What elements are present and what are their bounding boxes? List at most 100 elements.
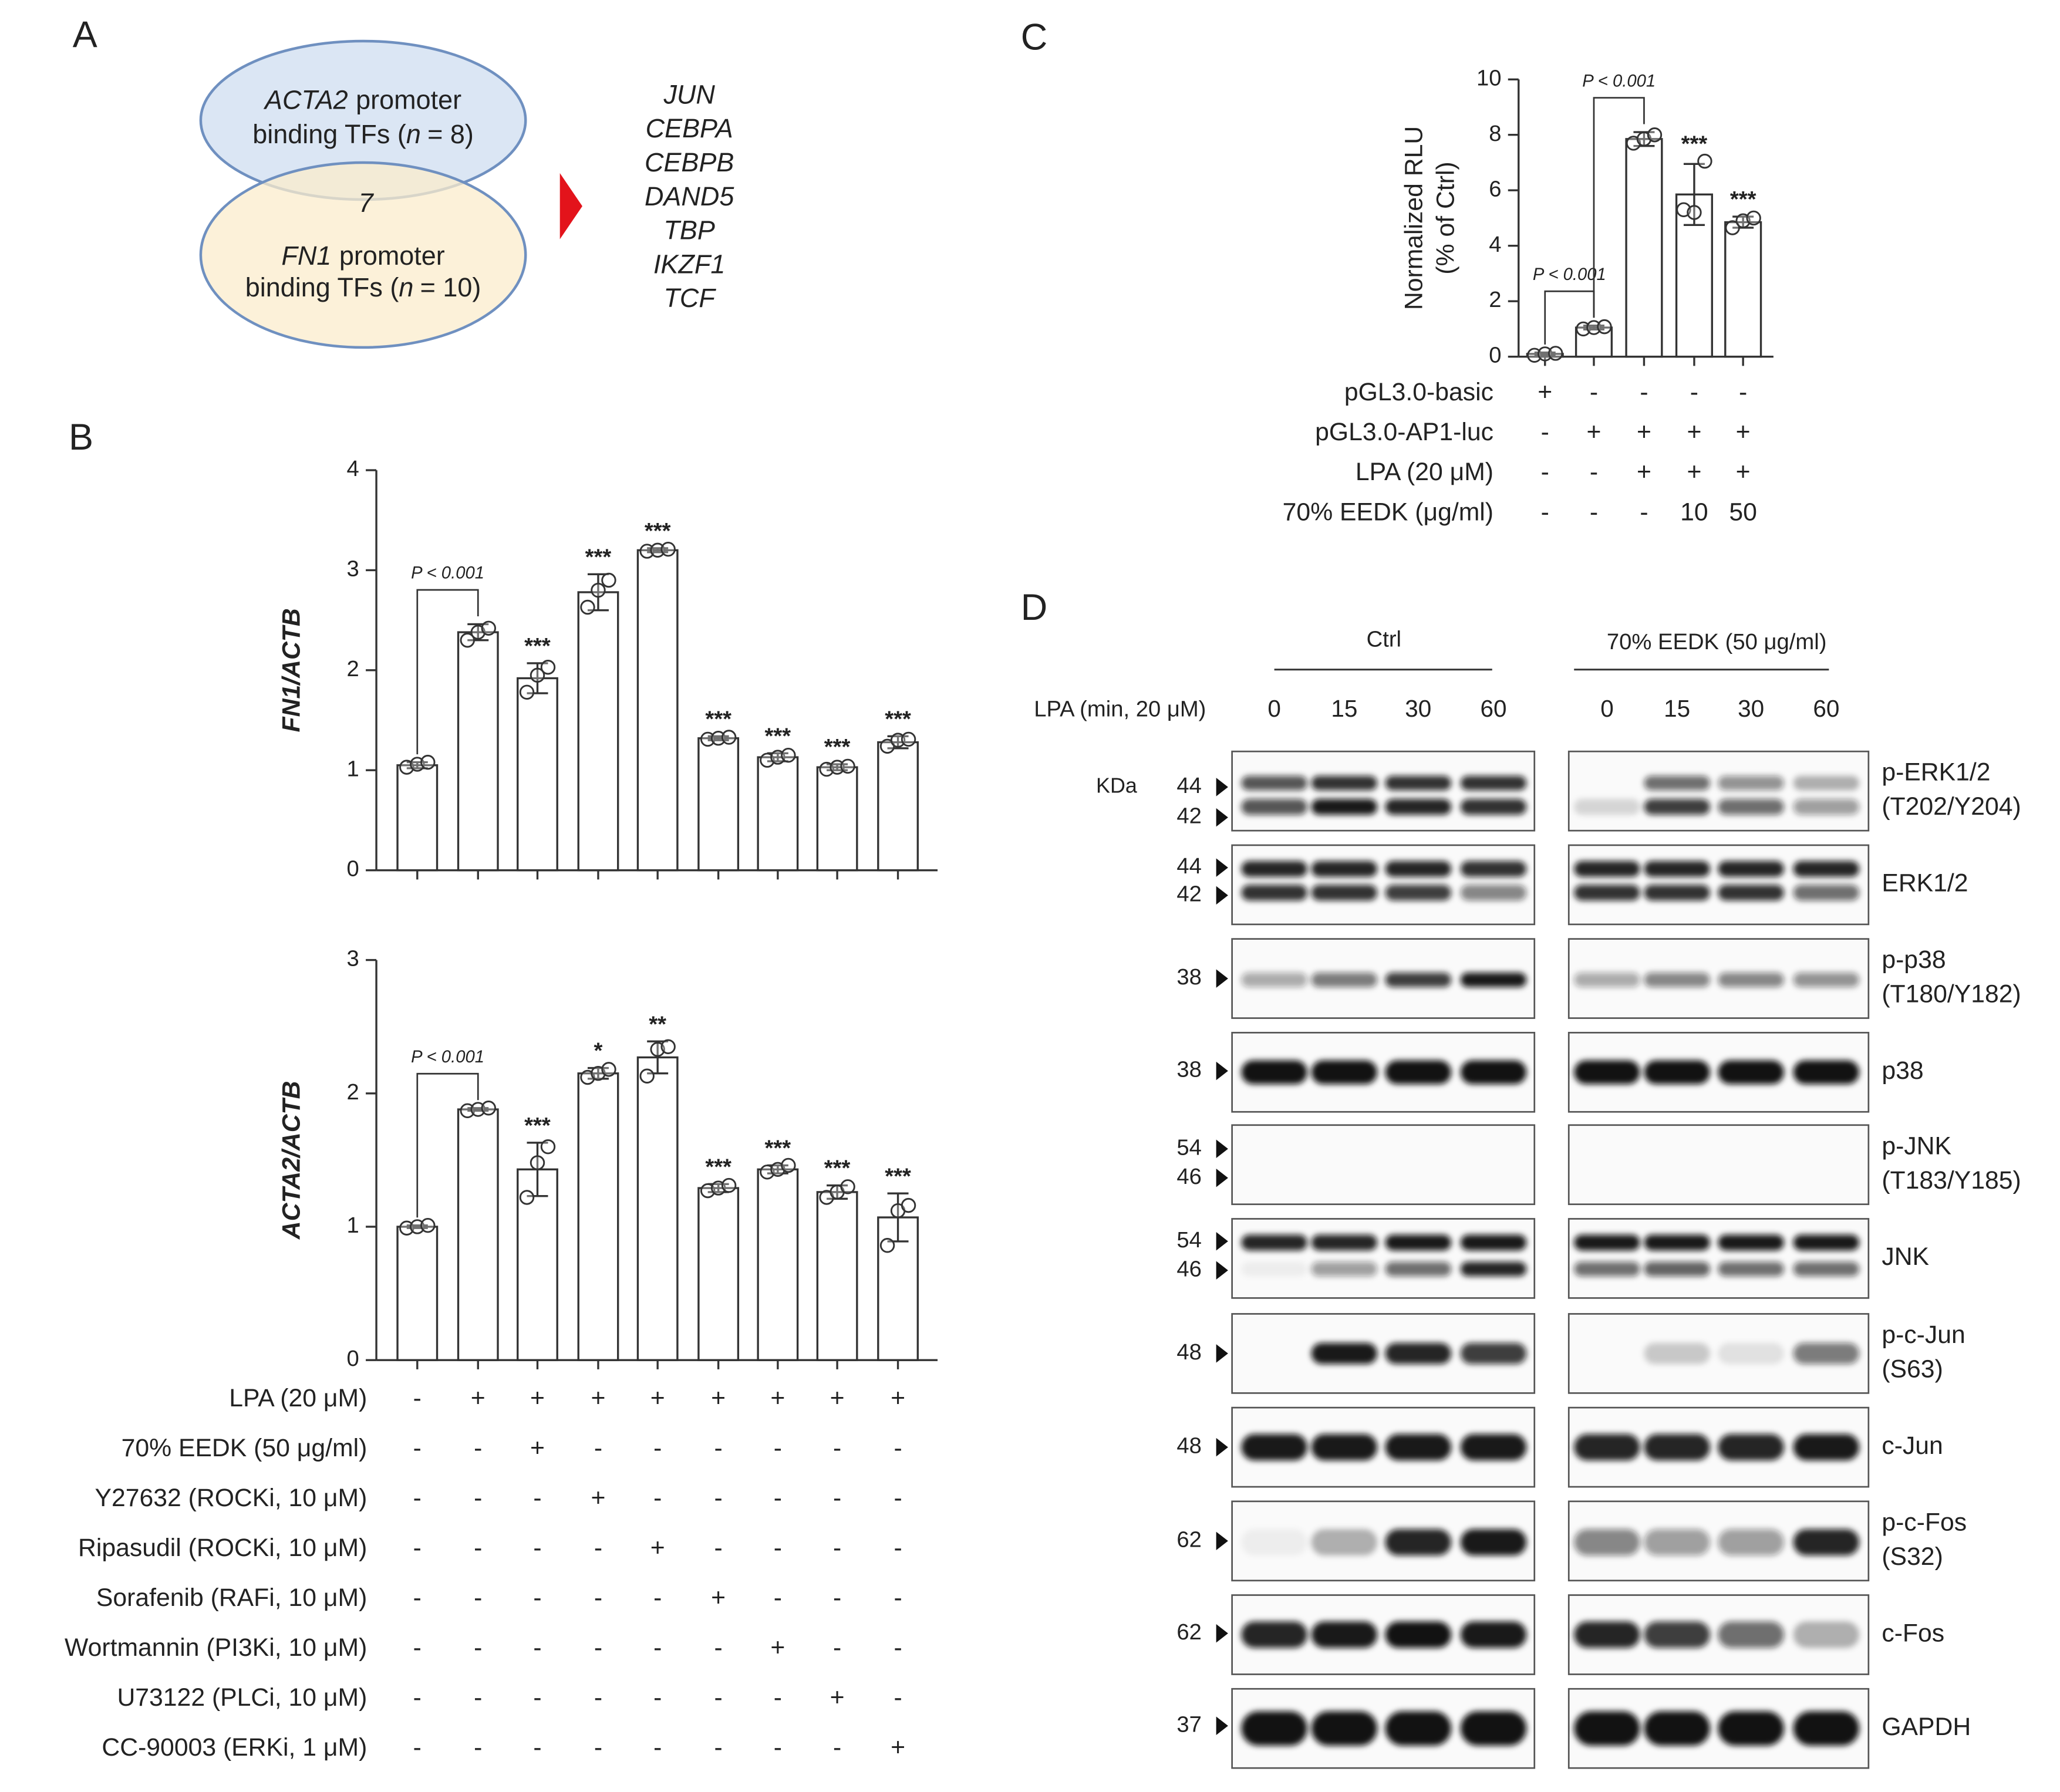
marker-arrow — [1216, 1344, 1228, 1363]
kda-marker: 44 — [1176, 773, 1202, 798]
treatment-sign: - — [714, 1484, 723, 1512]
blot-band — [1718, 1261, 1784, 1277]
treatment-sign: - — [833, 1434, 841, 1462]
treatment-sign: 10 — [1680, 498, 1708, 526]
y-axis-label: ACTA2/ACTB — [278, 1081, 306, 1240]
blot-band — [1385, 775, 1452, 791]
y-tick-label: 1 — [347, 1213, 359, 1238]
blot-band — [1460, 860, 1527, 877]
data-point — [420, 1217, 436, 1233]
protein-label: (S32) — [1882, 1543, 1943, 1571]
bar — [1625, 138, 1663, 358]
gene-name: DAND5 — [645, 181, 734, 211]
blot-band — [1574, 1261, 1640, 1277]
data-point — [460, 633, 475, 648]
blot-band — [1241, 1234, 1307, 1251]
data-point — [460, 1103, 475, 1119]
treatment-sign: - — [894, 1584, 902, 1612]
treatment-sign: - — [533, 1534, 541, 1562]
kda-marker: 42 — [1176, 804, 1202, 829]
blot-band — [1793, 860, 1860, 877]
y-tick-label: 3 — [347, 946, 359, 971]
data-point — [1687, 205, 1702, 220]
blot-band — [1460, 1711, 1527, 1746]
treatment-sign: - — [474, 1534, 482, 1562]
treatment-sign: + — [1538, 378, 1552, 406]
gene-name: CEBPA — [646, 113, 733, 143]
blot-band — [1311, 1234, 1378, 1251]
treatment-sign: + — [1736, 458, 1751, 486]
treatment-sign: + — [770, 1634, 785, 1662]
kda-marker: 54 — [1176, 1227, 1202, 1253]
treatment-sign: - — [774, 1683, 782, 1712]
treatment-sign: - — [413, 1484, 422, 1512]
bar — [457, 631, 499, 872]
treatment-label: U73122 (PLCi, 10 μM) — [117, 1683, 367, 1712]
blot-band — [1644, 1711, 1710, 1746]
time-point: 15 — [1331, 695, 1357, 722]
blot-band — [1718, 775, 1784, 791]
arrow — [559, 173, 582, 239]
error-bar — [707, 1183, 729, 1193]
blot-band — [1793, 1060, 1860, 1085]
venn-set-label: FN1 promoter — [281, 241, 444, 271]
treatment-sign: - — [833, 1733, 841, 1761]
protein-label: c-Fos — [1882, 1619, 1944, 1647]
blot-band — [1574, 1621, 1640, 1648]
blot-band — [1793, 1261, 1860, 1277]
blot-box — [1567, 750, 1870, 832]
significance: *** — [824, 734, 851, 760]
treatment-label: LPA (20 μM) — [1356, 458, 1493, 486]
data-point — [1647, 127, 1663, 143]
treatment-sign: - — [474, 1434, 482, 1462]
protein-label: ERK1/2 — [1882, 869, 1968, 897]
blot-band — [1241, 860, 1307, 877]
venn-set-label: binding TFs (n = 10) — [245, 272, 481, 302]
blot-band — [1385, 1261, 1452, 1277]
blot-band — [1241, 1621, 1307, 1648]
marker-arrow — [1216, 778, 1228, 797]
bar — [757, 1168, 799, 1361]
blot-band — [1574, 1711, 1640, 1746]
data-point — [1586, 320, 1602, 335]
bar — [396, 764, 439, 872]
panel-label: D — [1021, 587, 1047, 628]
venn-set-label: binding TFs (n = 8) — [252, 119, 474, 149]
treatment-sign: + — [650, 1384, 665, 1412]
data-point — [700, 731, 716, 747]
blot-band — [1718, 799, 1784, 815]
blot-band — [1793, 1711, 1860, 1746]
treatment-sign: - — [714, 1683, 723, 1712]
kda-marker: 62 — [1176, 1527, 1202, 1552]
treatment-sign: + — [1637, 458, 1651, 486]
treatment-sign: - — [1541, 498, 1549, 526]
treatment-sign: + — [591, 1384, 605, 1412]
treatment-sign: - — [653, 1733, 662, 1761]
time-point: 60 — [1813, 695, 1839, 722]
treatment-sign: - — [533, 1683, 541, 1712]
treatment-sign: - — [774, 1484, 782, 1512]
treatment-sign: - — [833, 1584, 841, 1612]
blot-band — [1718, 1434, 1784, 1461]
significance: *** — [765, 1136, 791, 1161]
bar — [816, 766, 858, 872]
protein-label: p-c-Fos — [1882, 1508, 1967, 1536]
marker-arrow — [1216, 1168, 1228, 1187]
kda-marker: 62 — [1176, 1619, 1202, 1645]
treatment-label: pGL3.0-AP1-luc — [1315, 418, 1493, 446]
blot-band — [1793, 1621, 1860, 1648]
bar — [577, 591, 619, 872]
marker-arrow — [1216, 1624, 1228, 1643]
data-point — [530, 1155, 545, 1170]
treatment-sign: - — [413, 1584, 422, 1612]
significance: *** — [585, 544, 612, 569]
data-point — [601, 1062, 616, 1077]
significance: * — [594, 1038, 603, 1064]
blot-band — [1644, 972, 1710, 987]
blot-band — [1311, 1060, 1378, 1085]
bar — [1675, 193, 1713, 358]
blot-band — [1460, 1261, 1527, 1277]
marker-arrow — [1216, 1139, 1228, 1158]
p-value: P < 0.001 — [411, 564, 484, 583]
treatment-sign: - — [594, 1683, 602, 1712]
